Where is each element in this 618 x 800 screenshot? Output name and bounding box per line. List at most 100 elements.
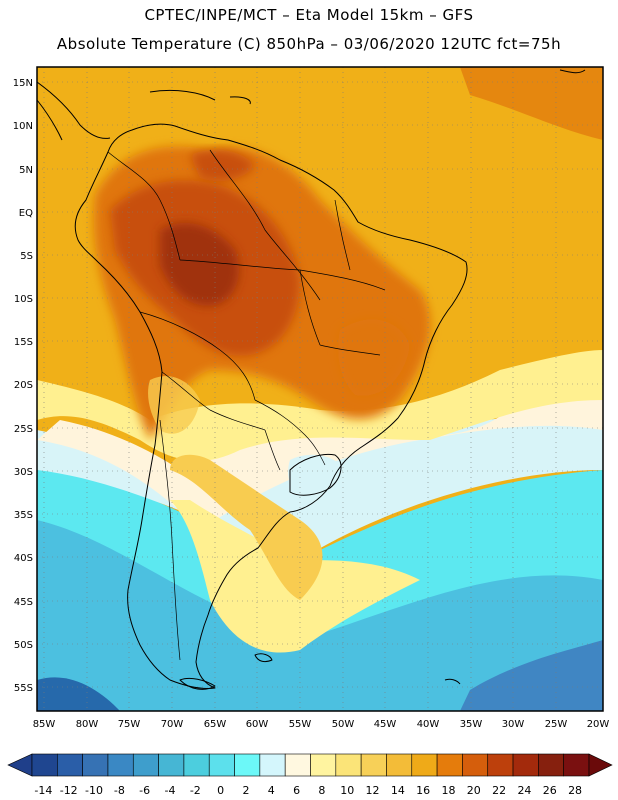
colorbar-swatch: [563, 753, 590, 777]
temperature-colorbar: -14 -12 -10 -8 -6 -4 -2 0 2 4 6 8 10 12 14 16 18 20 22 24 26…: [7, 753, 613, 797]
field-amber-argentina: [170, 454, 323, 600]
lat-label: 5S: [20, 251, 33, 262]
lat-label: 35S: [14, 510, 33, 521]
colorbar-swatch: [31, 753, 58, 777]
lon-label: 85W: [33, 719, 56, 730]
lon-label: 35W: [460, 719, 483, 730]
field-hot-venezuela: [190, 149, 255, 182]
lon-label: 45W: [374, 719, 397, 730]
lon-label: 55W: [289, 719, 312, 730]
country-borders: [107, 149, 386, 661]
colorbar-tick-label: 4: [268, 784, 275, 797]
colorbar-tick-label: -2: [190, 784, 201, 797]
field-yellow-subtropic: [37, 350, 603, 461]
colorbar-swatch: [436, 753, 463, 777]
colorbar-labels: -14 -12 -10 -8 -6 -4 -2 0 2 4 6 8 10 12 14 16 18 20 22 24 26…: [34, 784, 582, 797]
lat-label: 20S: [14, 380, 33, 391]
lon-label: 60W: [246, 719, 269, 730]
colorbar-swatch: [183, 753, 210, 777]
lat-label: 50S: [14, 640, 33, 651]
colorbar-tick-label: 6: [293, 784, 300, 797]
colorbar-tick-label: -10: [85, 784, 103, 797]
lat-label: EQ: [19, 208, 33, 219]
colorbar-swatch: [512, 753, 539, 777]
lat-label: 55S: [14, 683, 33, 694]
latitude-labels: 15N 10N 5N EQ 5S 10S 15S 20S 25S 30S 35S…: [13, 78, 33, 694]
colorbar-swatches: [7, 753, 613, 777]
colorbar-tick-label: 0: [217, 784, 224, 797]
colorbar-tick-label: 8: [318, 784, 325, 797]
lat-label: 45S: [14, 597, 33, 608]
colorbar-tick-label: -6: [139, 784, 150, 797]
colorbar-swatch: [335, 753, 362, 777]
caribbean-islands: [149, 69, 586, 105]
field-hottest-core: [160, 222, 239, 306]
colorbar-tick-label: 26: [543, 784, 557, 797]
lat-label: 10S: [14, 294, 33, 305]
lat-label: 10N: [13, 121, 33, 132]
map-frame: [36, 66, 604, 712]
field-coldest-southwest: [37, 677, 120, 711]
colorbar-swatch: [462, 753, 489, 777]
colorbar-swatch: [82, 753, 109, 777]
colorbar-tick-label: 12: [366, 784, 380, 797]
tierra-del-fuego: [179, 677, 216, 690]
colorbar-swatch: [107, 753, 134, 777]
lon-label: 65W: [204, 719, 227, 730]
colorbar-right-arrow: [588, 753, 613, 777]
lat-label: 5N: [19, 165, 33, 176]
colorbar-left-arrow: [7, 753, 33, 777]
colorbar-swatch: [310, 753, 337, 777]
field-yellow-andes: [148, 376, 200, 434]
lon-label: 80W: [76, 719, 99, 730]
colorbar-tick-label: 20: [467, 784, 481, 797]
lon-label: 50W: [332, 719, 355, 730]
colorbar-tick-label: 24: [517, 784, 531, 797]
colorbar-tick-label: -8: [114, 784, 125, 797]
colorbar-tick-label: 22: [492, 784, 506, 797]
colorbar-tick-label: 2: [242, 784, 249, 797]
coastlines: [37, 69, 586, 690]
lagoa-dos-patos: [289, 453, 342, 496]
lat-label: 40S: [14, 553, 33, 564]
field-coldest-southeast: [460, 640, 603, 711]
chart-title-line2: Absolute Temperature (C) 850hPa – 03/06/…: [56, 35, 562, 53]
colorbar-swatch: [538, 753, 564, 777]
colorbar-swatch: [360, 753, 387, 777]
field-hot-ne-brazil: [338, 319, 410, 396]
lat-label: 15N: [13, 78, 33, 89]
colorbar-swatch: [411, 753, 438, 777]
colorbar-swatch: [234, 753, 261, 777]
lat-label: 25S: [14, 424, 33, 435]
lon-label: 25W: [545, 719, 568, 730]
colorbar-swatch: [208, 753, 235, 777]
lon-label: 40W: [417, 719, 440, 730]
temperature-field: [37, 67, 603, 711]
field-pale-uruguay: [288, 454, 346, 501]
colorbar-tick-label: 18: [441, 784, 455, 797]
falkland-islands: [254, 653, 273, 663]
field-colder-south: [37, 520, 603, 711]
lon-label: 75W: [118, 719, 141, 730]
colorbar-swatch: [284, 753, 311, 777]
colorbar-tick-label: 10: [340, 784, 354, 797]
central-america-coastline: [37, 81, 111, 141]
south-america-coastline: [74, 123, 468, 689]
colorbar-tick-label: -12: [60, 784, 78, 797]
lon-label: 30W: [502, 719, 525, 730]
colorbar-swatch: [158, 753, 185, 777]
colorbar-tick-label: -4: [164, 784, 175, 797]
colorbar-swatch: [259, 753, 286, 777]
colorbar-tick-label: 16: [416, 784, 430, 797]
colorbar-swatch: [57, 753, 83, 777]
lat-label: 30S: [14, 467, 33, 478]
south-georgia: [444, 678, 461, 685]
chart-title-line1: CPTEC/INPE/MCT – Eta Model 15km – GFS: [144, 6, 474, 24]
lon-label: 20W: [587, 719, 610, 730]
colorbar-tick-label: 28: [568, 784, 582, 797]
longitude-labels: 85W 80W 75W 70W 65W 60W 55W 50W 45W 40W …: [33, 719, 610, 730]
colorbar-tick-label: 14: [391, 784, 405, 797]
colorbar-swatch: [487, 753, 514, 777]
field-warm-ne-corner: [460, 67, 603, 140]
